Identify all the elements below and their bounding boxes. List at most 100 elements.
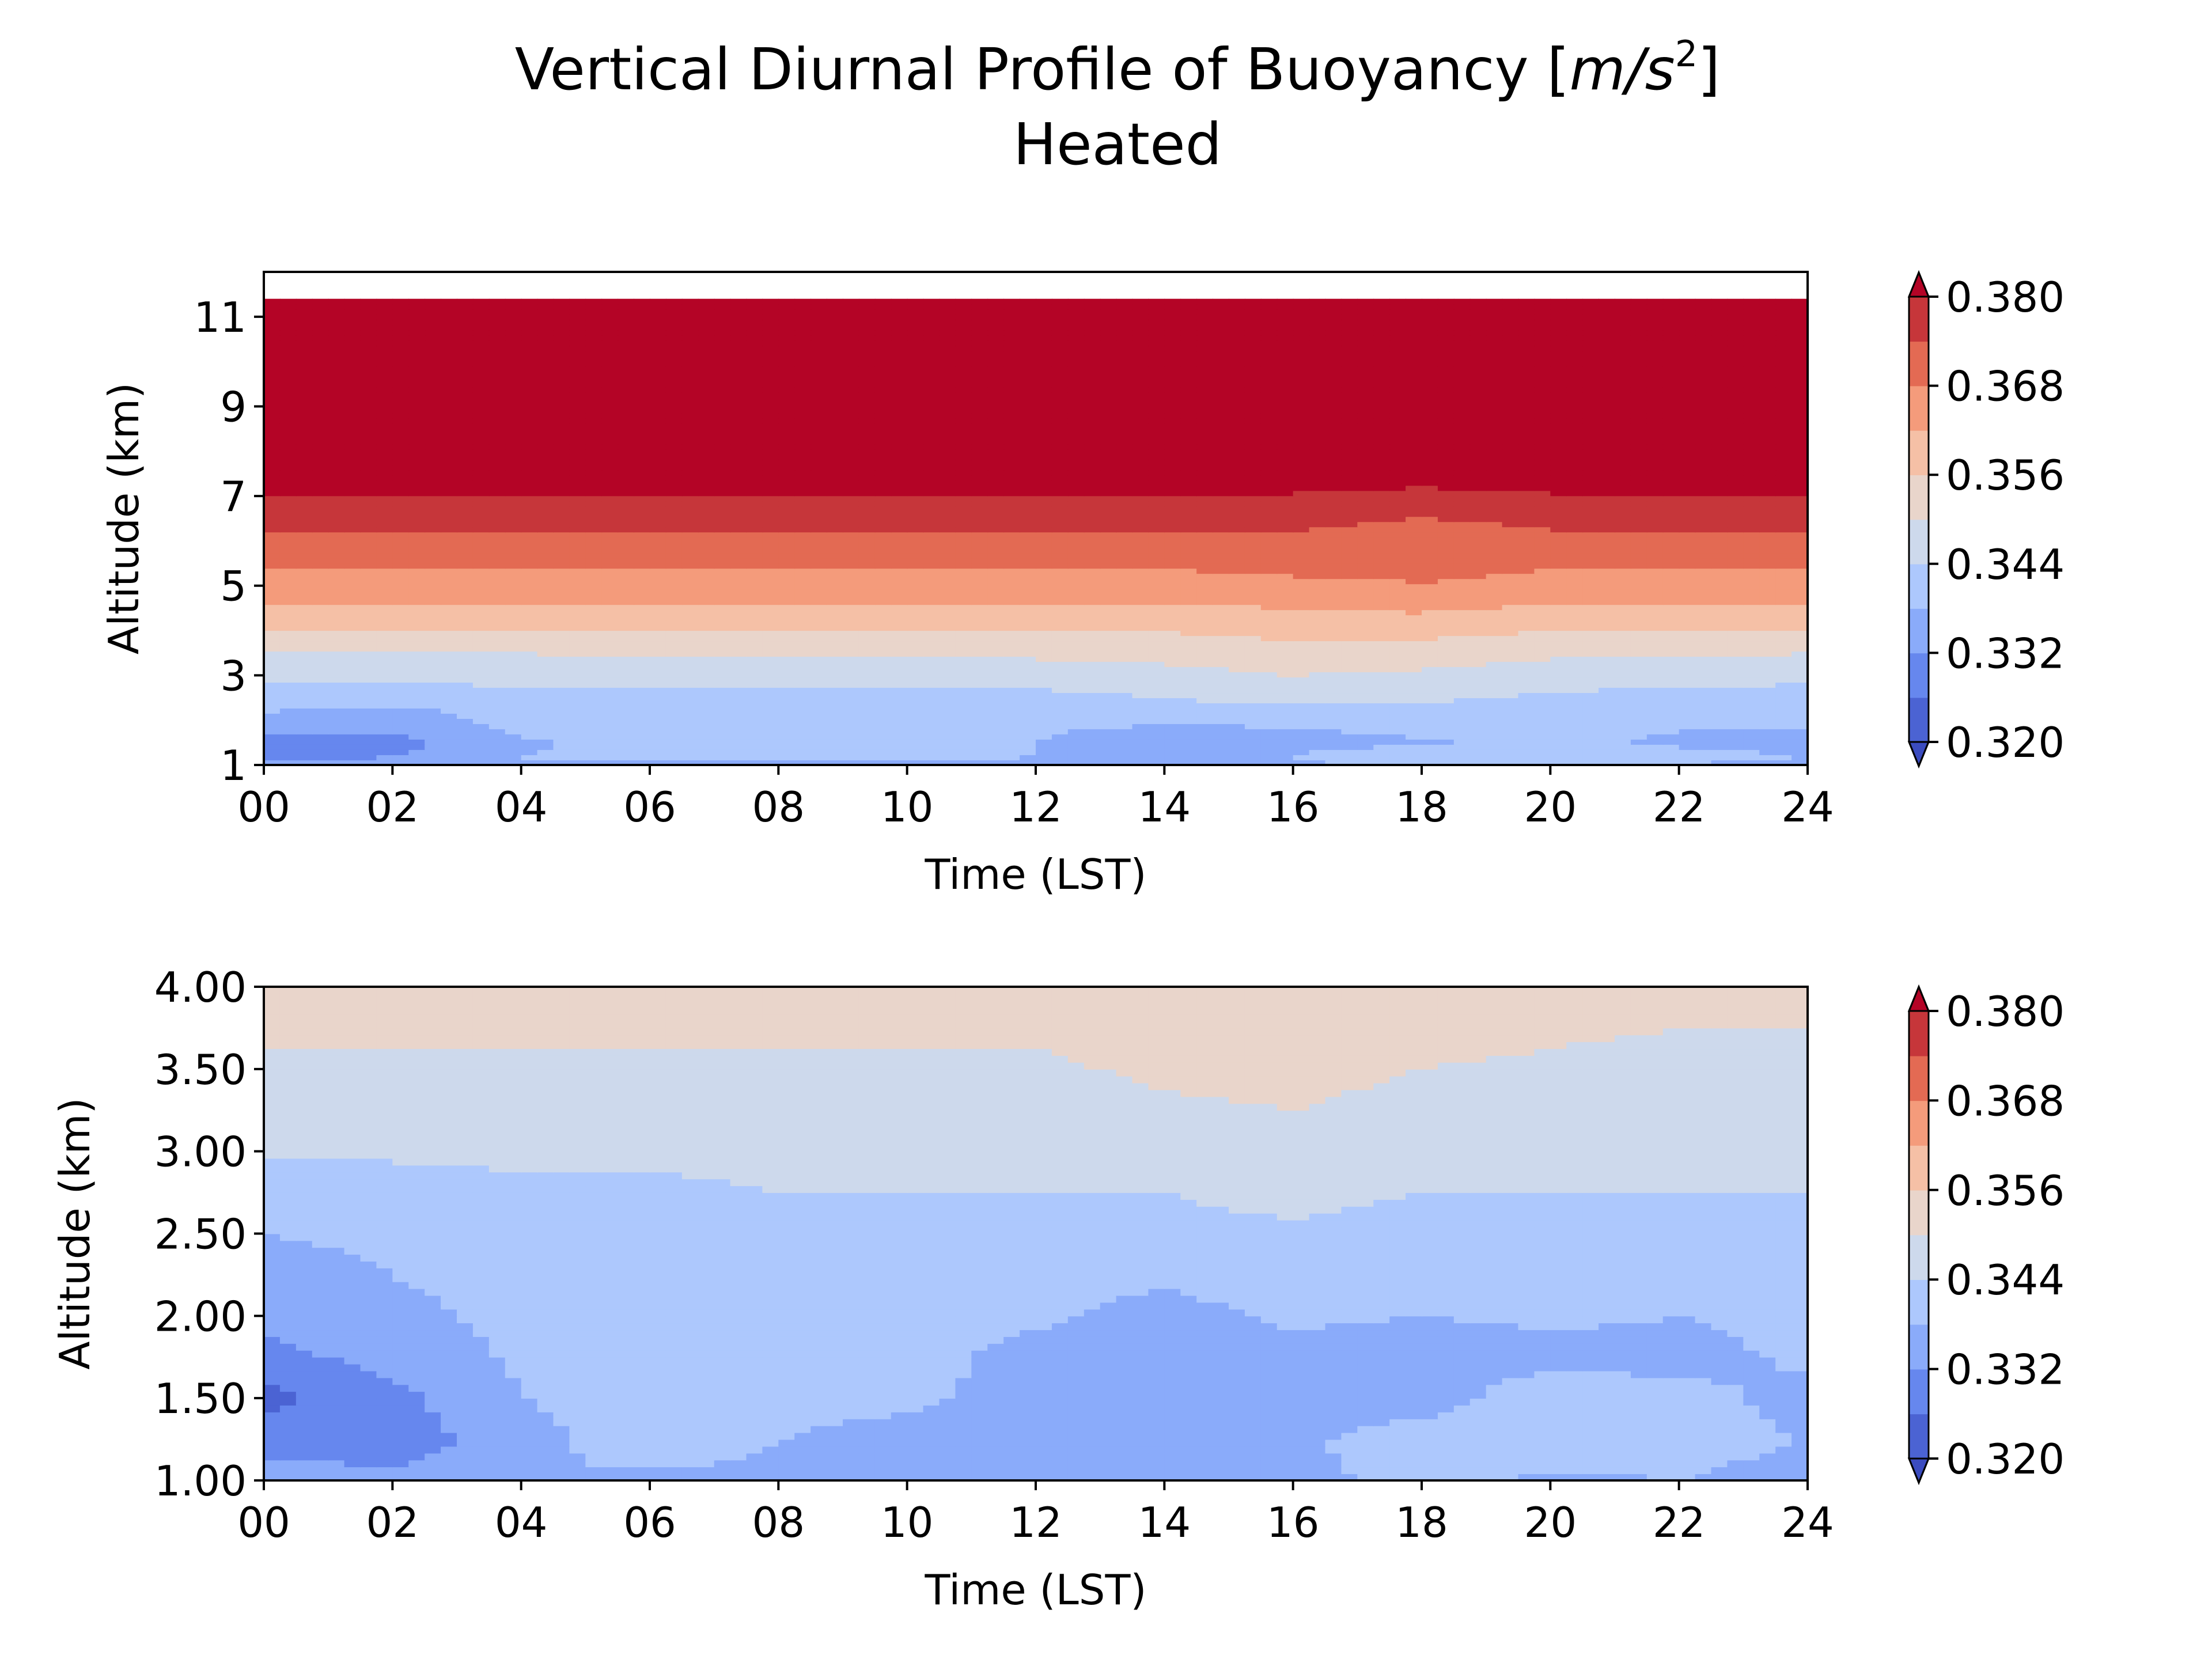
heatmap-cell	[1051, 589, 1069, 595]
heatmap-cell	[1148, 692, 1165, 698]
heatmap-cell	[1518, 724, 1535, 729]
heatmap-cell	[279, 568, 297, 574]
heatmap-cell	[425, 641, 441, 647]
heatmap-cell	[1486, 568, 1503, 574]
heatmap-cell	[1695, 651, 1712, 657]
heatmap-cell	[1180, 584, 1198, 590]
heatmap-cell	[874, 594, 892, 600]
heatmap-cell	[1662, 625, 1680, 631]
heatmap-cell	[1599, 682, 1615, 688]
heatmap-cell	[1743, 708, 1760, 714]
heatmap-cell	[955, 542, 972, 548]
heatmap-cell	[714, 744, 731, 750]
heatmap-cell	[665, 734, 683, 740]
heatmap-cell	[1373, 666, 1391, 673]
heatmap-cell	[569, 573, 586, 579]
heatmap-cell	[360, 749, 377, 755]
heatmap-cell	[505, 718, 522, 724]
heatmap-cell	[1437, 578, 1455, 585]
heatmap-cell	[1534, 568, 1551, 574]
heatmap-cell	[1036, 615, 1052, 621]
heatmap-cell	[1373, 563, 1391, 569]
heatmap-cell	[827, 506, 843, 512]
heatmap-cell	[1084, 708, 1101, 714]
heatmap-cell	[472, 552, 490, 559]
heatmap-cell	[1293, 620, 1310, 626]
heatmap-cell	[505, 532, 522, 538]
heatmap-cell	[874, 687, 892, 694]
heatmap-cell	[681, 729, 699, 734]
heatmap-cell	[1486, 630, 1503, 637]
heatmap-cell	[488, 755, 506, 760]
heatmap-cell	[1148, 573, 1165, 579]
heatmap-cell	[1502, 620, 1519, 626]
heatmap-cell	[634, 692, 650, 698]
heatmap-cell	[827, 708, 843, 714]
heatmap-cell	[1341, 615, 1358, 621]
heatmap-cell	[312, 651, 329, 657]
heatmap-cell	[681, 547, 699, 554]
heatmap-cell	[1502, 599, 1519, 605]
heatmap-cell	[1630, 516, 1647, 522]
heatmap-cell	[569, 615, 586, 621]
heatmap-cell	[1325, 718, 1342, 724]
heatmap-cell	[1646, 708, 1664, 714]
heatmap-cell	[328, 495, 345, 502]
heatmap-cell	[1277, 573, 1294, 579]
heatmap-cell	[1325, 630, 1342, 637]
heatmap-cell	[858, 532, 876, 538]
heatmap-cell	[762, 609, 779, 616]
heatmap-cell	[425, 558, 441, 564]
heatmap-cell	[1743, 724, 1760, 729]
heatmap-cell	[698, 749, 715, 755]
heatmap-cell	[1277, 708, 1294, 714]
heatmap-cell	[650, 615, 666, 621]
heatmap-cell	[1003, 729, 1020, 734]
heatmap-cell	[665, 698, 683, 703]
heatmap-cell	[457, 568, 474, 574]
heatmap-cell	[537, 537, 554, 543]
heatmap-cell	[1630, 724, 1647, 729]
heatmap-cell	[1100, 630, 1117, 637]
heatmap-cell	[296, 729, 313, 734]
heatmap-cell	[618, 542, 634, 548]
heatmap-cell	[537, 615, 554, 621]
heatmap-cell	[312, 703, 329, 709]
heatmap-cell	[472, 713, 490, 719]
heatmap-cell	[279, 718, 297, 724]
heatmap-cell	[425, 563, 441, 569]
heatmap-cell	[1389, 552, 1406, 559]
heatmap-cell	[1582, 506, 1599, 512]
heatmap-cell	[360, 552, 377, 559]
heatmap-cell	[488, 760, 506, 766]
heatmap-cell	[746, 666, 763, 673]
heatmap-cell	[1615, 755, 1631, 760]
heatmap-cell	[681, 573, 699, 579]
heatmap-cell	[1646, 511, 1664, 517]
heatmap-cell	[1100, 537, 1117, 543]
heatmap-cell	[843, 495, 859, 502]
heatmap-cell	[762, 516, 779, 522]
heatmap-cell	[601, 594, 619, 600]
heatmap-cell	[1341, 724, 1358, 729]
heatmap-cell	[1148, 630, 1165, 637]
heatmap-cell	[730, 594, 747, 600]
heatmap-cell	[650, 724, 666, 729]
heatmap-cell	[1116, 516, 1133, 522]
heatmap-cell	[1003, 734, 1020, 740]
heatmap-cell	[634, 594, 650, 600]
heatmap-cell	[1357, 682, 1374, 688]
heatmap-cell	[1406, 755, 1422, 760]
heatmap-cell	[1775, 604, 1792, 611]
heatmap-cell	[1502, 739, 1519, 745]
heatmap-cell	[907, 589, 924, 595]
heatmap-cell	[264, 495, 281, 502]
heatmap-cell	[1406, 594, 1422, 600]
heatmap-cell	[971, 729, 988, 734]
heatmap-cell	[1229, 589, 1245, 595]
heatmap-cell	[1679, 547, 1696, 554]
heatmap-cell	[360, 666, 377, 673]
heatmap-cell	[714, 630, 731, 637]
heatmap-cell	[601, 501, 619, 507]
heatmap-cell	[987, 506, 1005, 512]
